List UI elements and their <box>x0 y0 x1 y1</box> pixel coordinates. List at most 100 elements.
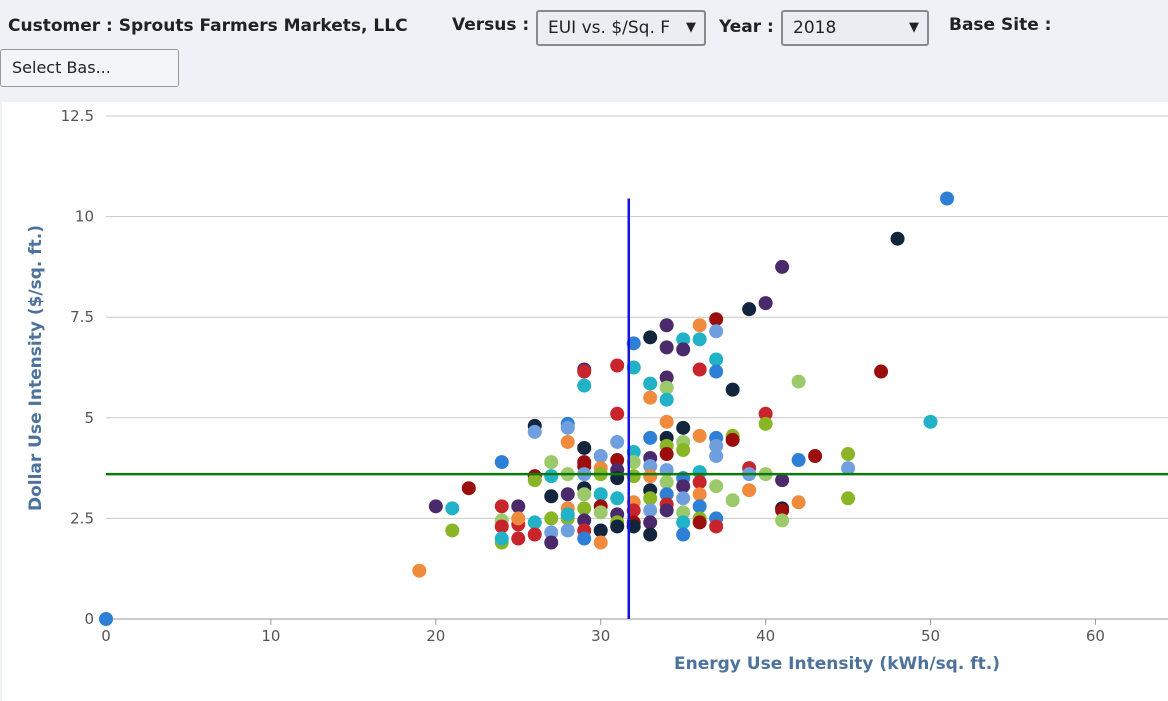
year-value: 2018 <box>793 18 837 38</box>
data-point <box>758 416 773 431</box>
data-point <box>544 511 559 526</box>
data-point <box>676 479 691 494</box>
data-point <box>725 432 740 447</box>
data-point <box>494 499 509 514</box>
data-point <box>626 445 641 460</box>
data-point <box>494 519 509 534</box>
data-point <box>742 483 757 498</box>
data-point <box>610 434 625 449</box>
data-point <box>676 527 691 542</box>
year-label: Year : <box>719 17 774 37</box>
data-point <box>676 505 691 520</box>
data-point <box>659 370 674 385</box>
data-point <box>560 487 575 502</box>
data-point <box>544 535 559 550</box>
data-point <box>791 453 806 468</box>
data-point <box>791 374 806 389</box>
y-axis-label: Dollar Use Intensity ($/sq. ft.) <box>26 225 46 511</box>
data-point <box>527 515 542 530</box>
data-point <box>692 332 707 347</box>
versus-select[interactable]: EUI vs. $/Sq. F ▼ <box>536 10 706 46</box>
data-point <box>676 515 691 530</box>
data-point <box>725 382 740 397</box>
data-point <box>890 231 905 246</box>
data-point <box>643 527 658 542</box>
data-point <box>709 519 724 534</box>
customer-label: Customer : Sprouts Farmers Markets, LLC <box>8 16 408 36</box>
data-point <box>626 469 641 484</box>
data-point <box>874 364 889 379</box>
dropdown-arrow: ▼ <box>686 20 696 35</box>
data-point <box>544 469 559 484</box>
data-point <box>692 475 707 490</box>
data-point <box>725 493 740 508</box>
data-point <box>709 479 724 494</box>
data-point <box>643 459 658 474</box>
data-point <box>610 491 625 506</box>
data-point <box>511 531 526 546</box>
data-point <box>610 406 625 421</box>
data-point <box>808 449 823 464</box>
data-point <box>593 505 608 520</box>
data-point <box>676 442 691 457</box>
data-point <box>412 563 427 578</box>
data-point <box>659 487 674 502</box>
y-tick-label: 12.5 <box>61 107 94 125</box>
data-point <box>758 406 773 421</box>
year-select[interactable]: 2018 ▼ <box>781 10 929 46</box>
y-tick-label: 2.5 <box>70 509 94 527</box>
data-point <box>626 360 641 375</box>
data-point <box>643 515 658 530</box>
data-point <box>692 515 707 530</box>
data-point <box>461 481 476 496</box>
data-point <box>791 495 806 510</box>
data-point <box>593 449 608 464</box>
data-point <box>676 491 691 506</box>
data-point <box>511 499 526 514</box>
data-point <box>709 312 724 327</box>
data-point <box>775 473 790 488</box>
data-point <box>527 527 542 542</box>
data-point <box>626 455 641 470</box>
data-point <box>560 523 575 538</box>
x-tick-label: 0 <box>101 627 111 645</box>
data-point <box>709 438 724 453</box>
x-tick-label: 60 <box>1086 627 1105 645</box>
data-point <box>577 531 592 546</box>
data-point <box>659 447 674 462</box>
base-site-label: Base Site : <box>949 15 1052 35</box>
data-point <box>494 455 509 470</box>
data-point <box>626 519 641 534</box>
data-point <box>940 191 955 206</box>
chart-background <box>2 102 1168 701</box>
data-point <box>511 511 526 526</box>
data-point <box>593 535 608 550</box>
data-point <box>494 531 509 546</box>
y-tick-label: 7.5 <box>70 308 94 326</box>
data-point <box>643 491 658 506</box>
data-point <box>692 428 707 443</box>
data-point <box>577 501 592 516</box>
data-point <box>676 420 691 435</box>
data-point <box>560 420 575 435</box>
data-point <box>709 324 724 339</box>
data-point <box>659 340 674 355</box>
dropdown-arrow: ▼ <box>909 20 919 35</box>
data-point <box>692 499 707 514</box>
data-point <box>577 378 592 393</box>
x-tick-label: 50 <box>921 627 940 645</box>
data-point <box>775 259 790 274</box>
data-point <box>692 362 707 377</box>
data-point <box>544 455 559 470</box>
versus-label: Versus : <box>452 15 530 35</box>
data-point <box>659 318 674 333</box>
data-point <box>841 491 856 506</box>
data-point <box>659 380 674 395</box>
data-point <box>643 430 658 445</box>
x-tick-label: 10 <box>261 627 280 645</box>
data-point <box>923 414 938 429</box>
base-site-button[interactable]: Select Bas... <box>0 49 179 87</box>
data-point <box>544 525 559 540</box>
data-point <box>445 523 460 538</box>
